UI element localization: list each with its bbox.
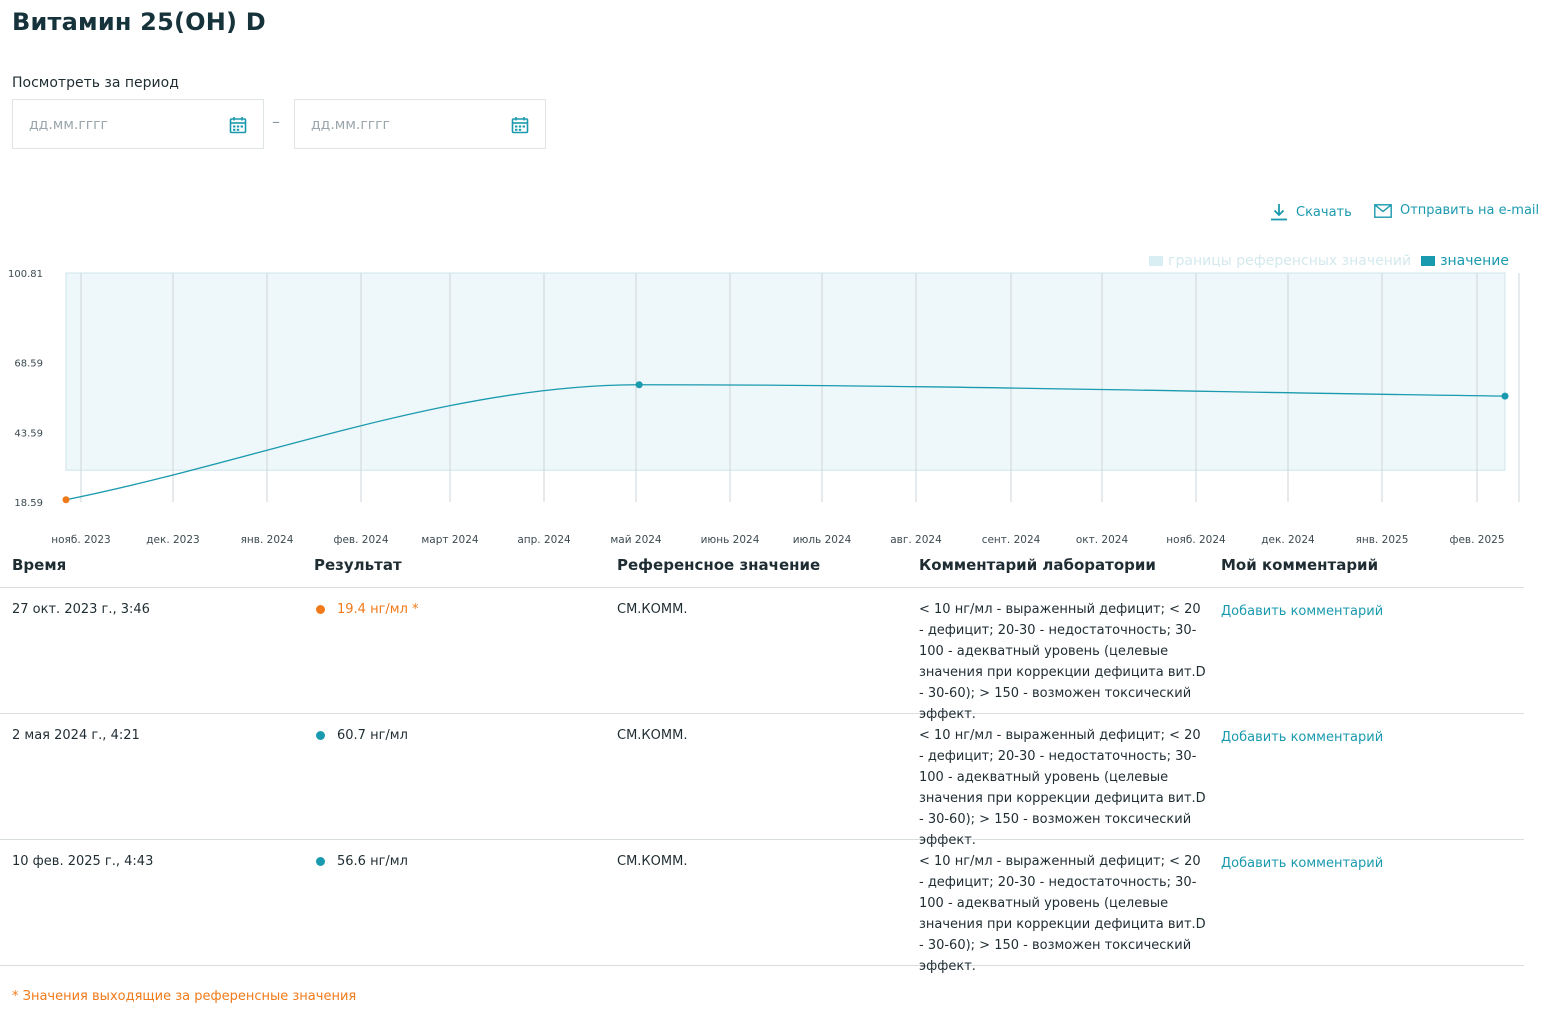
row-result-value: 56.6 нг/мл [337,854,408,869]
calendar-icon[interactable] [511,116,529,134]
row-time: 27 окт. 2023 г., 3:46 [12,602,150,617]
row-result: 56.6 нг/мл [316,854,408,869]
row-time: 10 фев. 2025 г., 4:43 [12,854,154,869]
x-tick-label: апр. 2024 [517,534,571,546]
add-comment-link[interactable]: Добавить комментарий [1221,730,1384,745]
data-point [1501,392,1509,400]
table-row: 10 фев. 2025 г., 4:43 56.6 нг/мл СМ.КОММ… [0,840,1524,974]
x-tick-label: дек. 2024 [1261,534,1315,546]
row-time: 2 мая 2024 г., 4:21 [12,728,140,743]
x-tick-label: сент. 2024 [982,534,1041,546]
page-title: Витамин 25(OH) D [12,8,266,36]
date-to-field[interactable]: дд.мм.гггг [294,99,546,149]
header-time: Время [12,556,67,574]
table-row: 27 окт. 2023 г., 3:46 19.4 нг/мл * СМ.КО… [0,588,1524,722]
status-dot-icon [316,731,325,740]
chart-legend: границы референсных значений значение [1139,253,1509,269]
row-reference: СМ.КОММ. [617,854,688,869]
y-tick-label: 68.59 [14,359,43,370]
calendar-icon[interactable] [229,116,247,134]
row-lab-comment: < 10 нг/мл - выраженный дефицит; < 20 - … [919,854,1206,974]
date-to-placeholder: дд.мм.гггг [311,117,390,133]
date-from-field[interactable]: дд.мм.гггг [12,99,264,149]
data-point [62,496,70,504]
row-result-value: 60.7 нг/мл [337,728,408,743]
add-comment-link[interactable]: Добавить комментарий [1221,856,1384,871]
y-tick-label: 100.81 [8,269,43,280]
x-tick-label: фев. 2025 [1449,534,1504,546]
add-comment-link[interactable]: Добавить комментарий [1221,604,1384,619]
period-label: Посмотреть за период [12,75,179,91]
legend-reference-label: границы референсных значений [1168,253,1412,269]
header-reference: Референсное значение [617,556,821,574]
x-tick-label: нояб. 2023 [51,534,110,546]
date-from-placeholder: дд.мм.гггг [29,117,108,133]
row-reference: СМ.КОММ. [617,728,688,743]
legend-reference-swatch [1149,256,1164,266]
vitamin-d-chart: нояб. 2023 дек. 2023 янв. 2024 фев. 2024 мар… [8,269,1520,546]
download-icon [1271,204,1287,221]
legend-value-label: значение [1440,253,1509,269]
footnote: * Значения выходящие за референсные знач… [12,989,357,1004]
email-label: Отправить на e-mail [1400,203,1540,218]
download-label: Скачать [1296,204,1352,220]
y-tick-label: 18.59 [14,498,43,509]
header-lab-comment: Комментарий лаборатории [919,556,1156,574]
date-separator: – [272,112,280,131]
y-tick-label: 43.59 [14,428,43,439]
status-dot-icon [316,857,325,866]
x-tick-label: авг. 2024 [890,534,942,546]
header-result: Результат [314,556,402,574]
email-icon [1374,203,1392,218]
x-tick-label: март 2024 [421,534,479,546]
series-line-value [65,384,1506,501]
x-tick-label: нояб. 2024 [1166,534,1226,546]
x-tick-label: май 2024 [610,534,662,546]
x-tick-label: окт. 2024 [1076,534,1129,546]
row-result: 60.7 нг/мл [316,728,408,743]
email-button[interactable]: Отправить на e-mail [1374,203,1539,218]
row-result-value: 19.4 нг/мл * [337,602,419,617]
reference-band [65,272,1506,471]
x-tick-label: янв. 2024 [241,534,294,546]
row-lab-comment: < 10 нг/мл - выраженный дефицит; < 20 - … [919,728,1206,848]
x-tick-label: фев. 2024 [333,534,388,546]
legend-value-swatch [1421,256,1436,266]
data-point [635,381,643,389]
row-reference: СМ.КОММ. [617,602,688,617]
header-my-comment: Мой комментарий [1221,556,1379,574]
legend-value: значение [1421,253,1509,269]
row-lab-comment: < 10 нг/мл - выраженный дефицит; < 20 - … [919,602,1206,722]
x-tick-label: июль 2024 [793,534,852,546]
x-tick-label: янв. 2025 [1356,534,1409,546]
legend-reference: границы референсных значений [1149,253,1411,269]
x-tick-label: июнь 2024 [701,534,760,546]
table-row: 2 мая 2024 г., 4:21 60.7 нг/мл СМ.КОММ. … [0,714,1524,848]
download-button[interactable]: Скачать [1270,203,1352,221]
status-dot-icon [316,605,325,614]
row-result: 19.4 нг/мл * [316,602,419,617]
results-table-header: Время Результат Референсное значение Ком… [0,556,1524,588]
x-tick-label: дек. 2023 [146,534,199,546]
